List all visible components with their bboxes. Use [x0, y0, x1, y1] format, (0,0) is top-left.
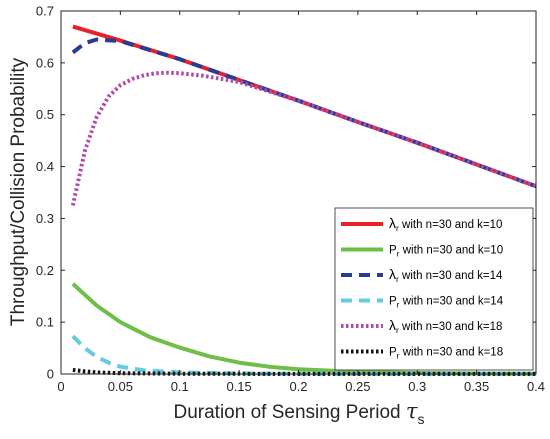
series-line-5: [70, 70, 537, 206]
x-tick-label: 0.35: [464, 379, 489, 394]
legend-label-5: λr with n=30 and k=18: [389, 317, 502, 335]
series-line-3: [71, 37, 537, 189]
y-tick-label: 0.5: [36, 107, 54, 122]
series-line-6: [72, 367, 536, 376]
legend: λr with n=30 and k=10 Pr with n=30 and k=…: [334, 207, 534, 371]
legend-box: [334, 207, 534, 371]
x-tick-label: 0.2: [289, 379, 307, 394]
x-tick-label: 0.4: [527, 379, 545, 394]
y-tick-label: 0: [47, 367, 54, 382]
y-tick-label: 0.6: [36, 55, 54, 70]
x-tick-label: 0.05: [108, 379, 133, 394]
legend-label-6: Pr with n=30 and k=18: [389, 347, 503, 361]
y-tick-label: 0.1: [36, 315, 54, 330]
legend-label-1: λr with n=30 and k=10: [389, 215, 502, 233]
y-tick-label: 0.7: [36, 4, 54, 19]
tick-labels-layer: 0 0.05 0.1 0.15 0.2 0.25 0.3 0.35 0.4 0 0.1 0.2 0.3 0…: [36, 4, 545, 395]
x-tick-label: 0: [57, 379, 64, 394]
legend-label-4: Pr with n=30 and k=14: [389, 296, 504, 310]
x-tick-label: 0.1: [171, 379, 189, 394]
legend-label-2: Pr with n=30 and k=10: [389, 245, 503, 259]
legend-label-3: λr with n=30 and k=14: [389, 266, 503, 284]
x-axis-symbol-sub: s: [418, 411, 425, 427]
y-tick-label: 0.3: [36, 211, 54, 226]
x-axis-title: Duration of Sensing Period τs: [174, 399, 425, 427]
x-tick-label: 0.25: [345, 379, 370, 394]
x-tick-label: 0.15: [226, 379, 251, 394]
y-tick-label: 0.2: [36, 263, 54, 278]
y-tick-label: 0.4: [36, 159, 54, 174]
y-axis-title: Throughput/Collision Probability: [8, 57, 29, 326]
x-axis-symbol: τ: [406, 399, 418, 423]
x-tick-label: 0.3: [408, 379, 426, 394]
ticks-layer: [60, 10, 537, 375]
legend-items: λr with n=30 and k=10 Pr with n=30 and k=…: [341, 215, 504, 361]
